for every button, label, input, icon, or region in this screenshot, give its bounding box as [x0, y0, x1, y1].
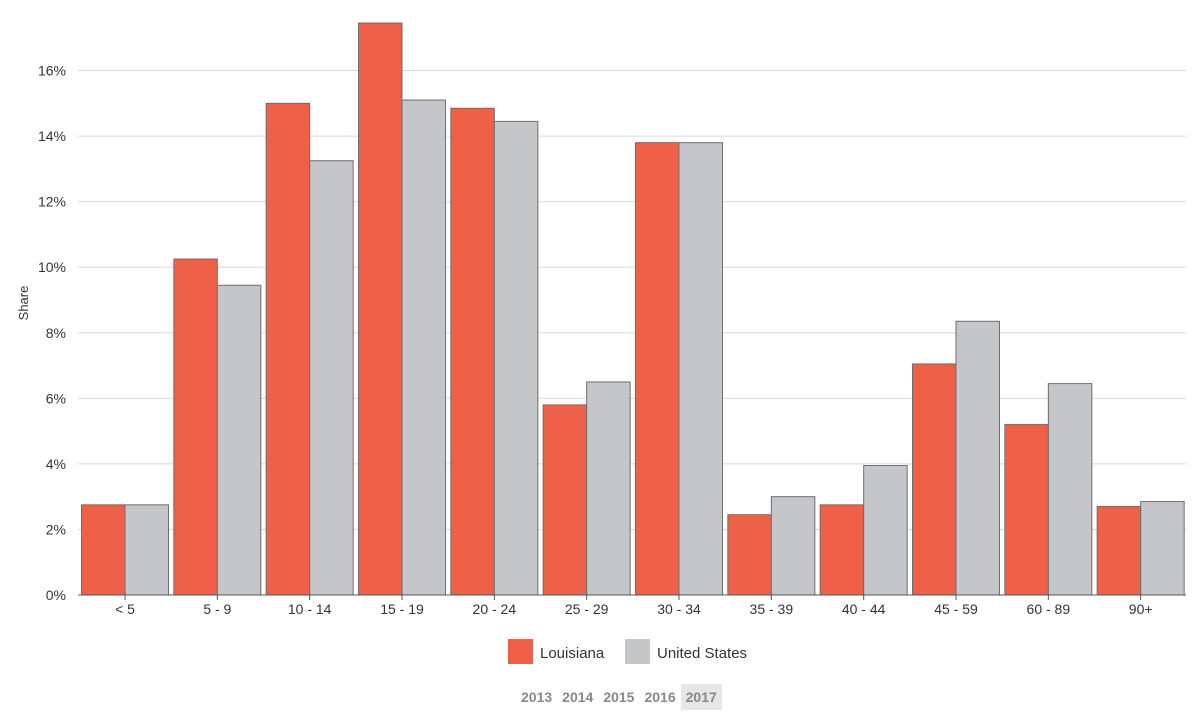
bar-united-states[interactable] [770, 496, 816, 596]
legend-label: Louisiana [540, 645, 605, 662]
bar-chart: < 5 5 - 9 10 - 14 15 - 19 20 - 24 25 - 29 30 -… [16, 22, 1186, 664]
x-tick-label: 25 - 29 [565, 601, 609, 617]
year-option-2014[interactable]: 2014 [562, 689, 594, 705]
bar-louisiana[interactable] [81, 504, 126, 596]
bar-louisiana[interactable] [450, 107, 495, 596]
y-tick-label: 14% [38, 128, 66, 144]
grid-lines [78, 70, 1186, 530]
y-tick-label: 6% [46, 390, 66, 406]
y-tick-label: 16% [38, 63, 66, 79]
bar-united-states[interactable] [678, 142, 723, 596]
legend-item-louisiana[interactable]: Louisiana [508, 639, 605, 664]
x-tick-label: < 5 [115, 601, 135, 617]
y-tick-label: 2% [46, 521, 66, 537]
y-tick-label: 8% [46, 325, 66, 341]
legend-swatch [508, 639, 533, 664]
x-tick-label: 45 - 59 [934, 601, 978, 617]
x-tick-label: 40 - 44 [842, 601, 886, 617]
bar-united-states[interactable] [586, 381, 631, 596]
bar-louisiana[interactable] [1096, 506, 1142, 596]
bars [81, 22, 1185, 596]
year-option-2013[interactable]: 2013 [521, 689, 553, 705]
bar-louisiana[interactable] [1004, 424, 1049, 596]
bar-louisiana[interactable] [542, 404, 588, 596]
bar-louisiana[interactable] [358, 22, 403, 596]
x-tick-label: 15 - 19 [380, 601, 424, 617]
year-option-2017[interactable]: 2017 [680, 684, 722, 710]
y-axis-title: Share [16, 286, 31, 321]
bar-louisiana[interactable] [173, 258, 218, 596]
legend-item-united-states[interactable]: United States [625, 639, 747, 664]
bar-louisiana[interactable] [819, 504, 865, 596]
bar-united-states[interactable] [124, 504, 169, 596]
x-tick-label: 35 - 39 [750, 601, 794, 617]
bar-united-states[interactable] [493, 120, 539, 596]
bar-united-states[interactable] [401, 99, 446, 596]
y-tick-label: 4% [46, 456, 66, 472]
legend-label: United States [657, 645, 747, 662]
x-tick-label: 30 - 34 [657, 601, 701, 617]
year-selector: 2013 2014 2015 2016 2017 [516, 684, 722, 710]
x-axis: < 5 5 - 9 10 - 14 15 - 19 20 - 24 25 - 29 30 -… [78, 594, 1186, 617]
x-tick-label: 20 - 24 [473, 601, 517, 617]
year-option-2016[interactable]: 2016 [644, 689, 676, 705]
x-tick-label: 10 - 14 [288, 601, 332, 617]
y-tick-label: 10% [38, 259, 66, 275]
legend-swatch [625, 639, 650, 664]
bar-united-states[interactable] [1047, 383, 1093, 596]
bar-louisiana[interactable] [727, 514, 772, 596]
bar-louisiana[interactable] [265, 102, 311, 596]
bar-united-states[interactable] [216, 284, 262, 596]
x-tick-label: 60 - 89 [1027, 601, 1071, 617]
legend: Louisiana United States [508, 639, 747, 664]
y-tick-label: 0% [46, 587, 66, 603]
bar-louisiana[interactable] [635, 142, 680, 596]
y-axis: 0% 2% 4% 6% 8% 10% 12% 14% 16% [38, 63, 66, 603]
x-tick-label: 5 - 9 [203, 601, 231, 617]
bar-united-states[interactable] [309, 160, 354, 596]
year-option-2015[interactable]: 2015 [603, 689, 635, 705]
bar-united-states[interactable] [863, 465, 908, 596]
bar-louisiana[interactable] [912, 363, 957, 596]
y-tick-label: 12% [38, 194, 66, 210]
bar-united-states[interactable] [1140, 501, 1185, 596]
x-tick-label: 90+ [1129, 601, 1153, 617]
bar-united-states[interactable] [955, 320, 1000, 596]
